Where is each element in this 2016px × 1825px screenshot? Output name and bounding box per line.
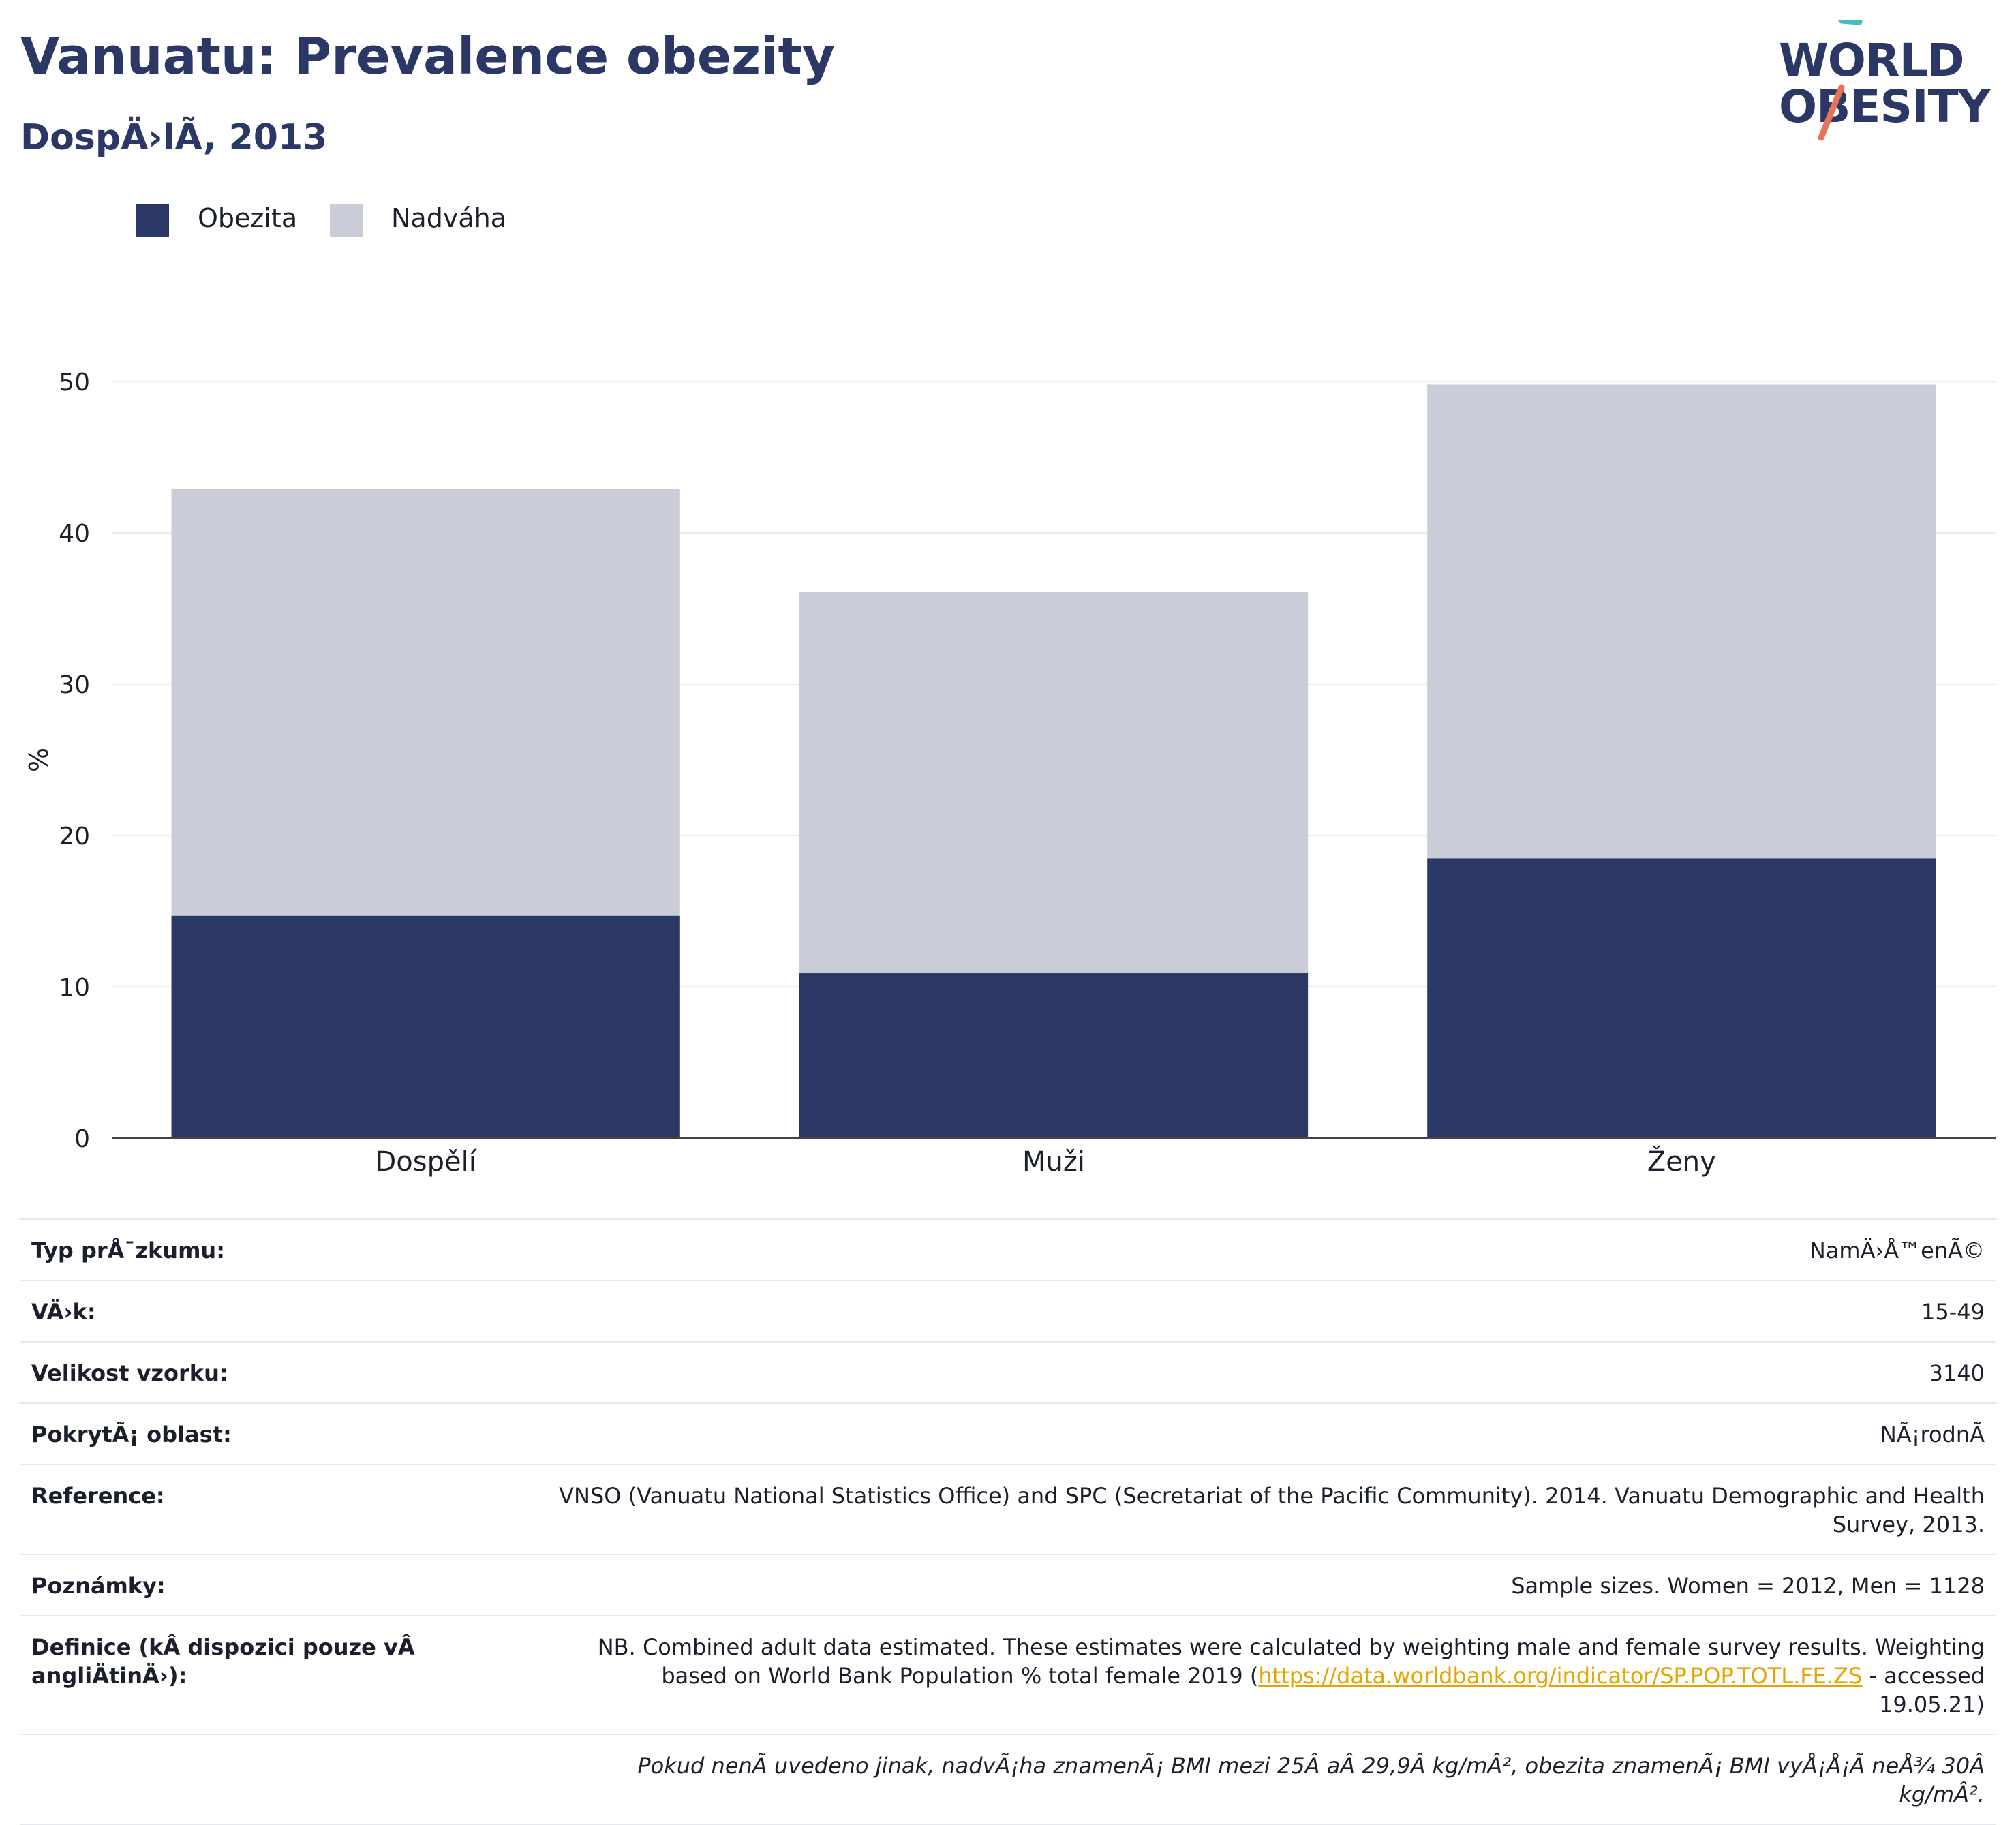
bar-obesity [1427,858,1936,1138]
y-tick-label: 20 [59,823,90,850]
info-row: VÄ›k: 15-49 [20,1281,1996,1343]
info-value: Sample sizes. Women = 2012, Men = 1128 [522,1571,1985,1600]
bar-overweight [799,592,1308,973]
definition-link[interactable]: https://data.worldbank.org/indicator/SP.… [1258,1663,1862,1689]
info-row: PokrytÃ¡ oblast: NÃ¡rodnÃ [20,1404,1996,1465]
info-value: 15-49 [522,1298,1985,1326]
bar-chart: 0 10 20 30 40 50% Dospělí Muži Ženy [0,327,2016,1199]
x-tick-label: Ženy [1647,1145,1716,1178]
y-tick-label: 40 [59,520,90,548]
page-title: Vanuatu: Prevalence obezity [20,27,835,86]
y-tick-label: 30 [59,671,90,699]
bar-obesity [172,916,680,1138]
page-subtitle: DospÄ›lÃ, 2013 [20,117,327,158]
info-label: VÄ›k: [31,1298,522,1326]
info-label: PokrytÃ¡ oblast: [31,1420,522,1449]
bar-overweight [1427,384,1936,858]
legend-label-obesity: Obezita [198,203,297,233]
logo-slash-icon [1779,20,1997,143]
info-table: Typ prÅ¯zkumu: NamÄ›Å™enÃ© VÄ›k: 15-49 V… [20,1218,1996,1825]
info-value: NÃ¡rodnÃ [522,1420,1985,1449]
info-value: NamÄ›Å™enÃ© [522,1236,1985,1265]
legend-swatch-obesity [136,204,169,237]
info-row: Reference: VNSO (Vanuatu National Statis… [20,1465,1996,1555]
info-row-definition: Definice (kÂ dispozici pouze vÂ angliÄ t… [20,1616,1996,1735]
info-value: 3140 [522,1359,1985,1387]
info-row: Typ prÅ¯zkumu: NamÄ›Å™enÃ© [20,1220,1996,1281]
info-value: VNSO (Vanuatu National Statistics Office… [522,1482,1985,1539]
y-tick-label: 10 [59,974,90,1002]
x-tick-label: Dospělí [375,1146,477,1178]
bar-overweight [172,489,680,916]
y-tick-label: 50 [59,369,90,397]
info-label: Typ prÅ¯zkumu: [31,1236,522,1265]
info-value-definition: NB. Combined adult data estimated. These… [522,1633,1985,1719]
info-label: Velikost vzorku: [31,1359,522,1387]
info-row-footnote: Pokud nenÃ uvedeno jinak, nadvÃ¡ha zname… [20,1735,1996,1825]
info-label: Reference: [31,1482,522,1510]
legend-swatch-overweight [330,204,363,237]
world-obesity-logo[interactable]: WORLD OBESITY [1779,20,1997,143]
info-row: Poznámky: Sample sizes. Women = 2012, Me… [20,1555,1996,1616]
footnote-text: Pokud nenÃ uvedeno jinak, nadvÃ¡ha zname… [522,1751,1985,1809]
bar-obesity [799,973,1308,1138]
info-row: Velikost vzorku: 3140 [20,1343,1996,1404]
y-axis-label: % [24,748,54,772]
y-tick-label: 0 [74,1125,90,1153]
info-label: Poznámky: [31,1571,522,1600]
info-label: Definice (kÂ dispozici pouze vÂ angliÄ t… [31,1633,522,1690]
x-tick-label: Muži [1022,1146,1085,1178]
legend-label-overweight: Nadváha [391,203,506,233]
definition-text-after: - accessed 19.05.21) [1862,1663,1985,1717]
